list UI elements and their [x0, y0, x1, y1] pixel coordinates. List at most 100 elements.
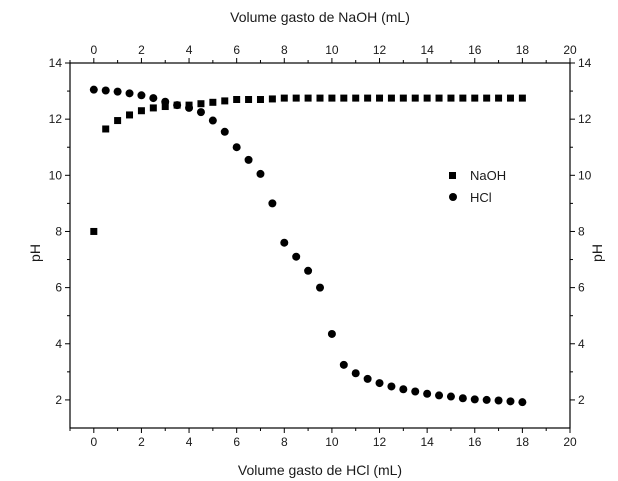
naoh-point [245, 96, 253, 103]
y-left-tick-label: 10 [49, 168, 63, 182]
hcl-point [161, 97, 170, 106]
x-bottom-tick-label: 10 [325, 435, 339, 449]
naoh-point [459, 94, 467, 102]
hcl-point [113, 87, 122, 96]
x-top-tick-label: 18 [516, 43, 530, 57]
legend-marker-hcl [449, 193, 457, 201]
hcl-point [446, 392, 455, 401]
naoh-point [423, 94, 431, 102]
naoh-point [447, 94, 455, 102]
hcl-point [482, 395, 491, 404]
hcl-point [280, 238, 289, 247]
hcl-point [101, 86, 110, 95]
naoh-point [209, 98, 217, 106]
hcl-point [185, 103, 194, 112]
x-top-tick-label: 16 [468, 43, 482, 57]
x-top-tick-label: 10 [325, 43, 339, 57]
y-left-tick-label: 14 [49, 56, 63, 70]
y-left-tick-label: 2 [55, 393, 62, 407]
naoh-point [352, 94, 360, 102]
naoh-point [376, 94, 384, 102]
x-top-tick-label: 14 [420, 43, 434, 57]
naoh-point [280, 94, 288, 102]
naoh-point [292, 94, 300, 102]
x-bottom-tick-label: 2 [138, 435, 145, 449]
naoh-point [102, 125, 110, 133]
x-top-tick-label: 20 [563, 43, 577, 57]
hcl-point [304, 266, 313, 275]
x-bottom-tick-label: 0 [90, 435, 97, 449]
hcl-point [125, 89, 134, 98]
naoh-point [506, 94, 514, 102]
hcl-point [232, 143, 241, 152]
hcl-point [316, 283, 324, 292]
hcl-point [387, 382, 396, 391]
y-left-tick-label: 6 [55, 281, 62, 295]
hcl-point [327, 329, 336, 338]
hcl-point [351, 369, 360, 378]
naoh-point [137, 107, 145, 115]
legend-label-naoh: NaOH [470, 168, 506, 183]
hcl-point [518, 398, 527, 407]
hcl-point [220, 127, 229, 136]
naoh-point [328, 94, 336, 102]
x-bottom-tick-label: 14 [420, 435, 434, 449]
naoh-point [340, 94, 348, 102]
hcl-point [494, 396, 503, 405]
naoh-point [126, 111, 134, 119]
y-right-tick-label: 6 [578, 281, 585, 295]
hcl-point [149, 94, 158, 103]
naoh-point [471, 94, 479, 102]
hcl-point [89, 85, 98, 94]
hcl-point [268, 199, 277, 208]
naoh-point [221, 97, 229, 105]
hcl-point [435, 391, 444, 400]
y-right-tick-label: 8 [578, 224, 585, 238]
hcl-point [292, 252, 301, 261]
naoh-point [197, 100, 205, 108]
plot-frame [69, 62, 571, 429]
legend-label-hcl: HCl [470, 190, 492, 205]
hcl-point [506, 397, 515, 406]
naoh-point [495, 94, 503, 102]
hcl-point [196, 108, 205, 117]
y-axis-left-title: pH [27, 244, 43, 262]
naoh-point [161, 103, 169, 111]
x-top-tick-label: 12 [373, 43, 387, 57]
naoh-point [518, 94, 526, 102]
x-bottom-tick-label: 20 [563, 435, 577, 449]
y-right-tick-label: 12 [578, 112, 592, 126]
hcl-point [470, 395, 479, 404]
y-left-tick-label: 12 [49, 112, 63, 126]
legend: NaOH HCl [449, 168, 506, 205]
hcl-point [399, 385, 408, 394]
hcl-point [423, 389, 432, 398]
x-bottom-tick-label: 6 [233, 435, 240, 449]
y-left-tick-label: 4 [55, 337, 62, 351]
y-left-tick-label: 8 [55, 224, 62, 238]
hcl-point [256, 169, 265, 178]
naoh-point [316, 94, 324, 102]
y-right-tick-label: 4 [578, 337, 585, 351]
hcl-point [363, 374, 372, 383]
x-bottom-tick-label: 8 [281, 435, 288, 449]
naoh-point [387, 94, 395, 102]
hcl-point [339, 360, 348, 369]
naoh-point [268, 95, 276, 103]
hcl-point [375, 379, 384, 388]
points-layer [89, 85, 527, 407]
hcl-point [458, 394, 467, 403]
x-top-tick-label: 4 [186, 43, 193, 57]
x-axis-bottom-title: Volume gasto de HCl (mL) [238, 462, 402, 478]
naoh-point [304, 94, 312, 102]
naoh-point [483, 94, 491, 102]
hcl-point [208, 116, 217, 125]
hcl-point [137, 91, 146, 100]
ticks-layer: 0 0 2 2 4 4 6 6 8 8 10 10 12 12 14 14 16 16 18 18 20 20 2 2 4 4 6 6… [49, 43, 592, 449]
naoh-point [399, 94, 407, 102]
x-top-tick-label: 6 [233, 43, 240, 57]
naoh-point [435, 94, 443, 102]
naoh-point [90, 227, 98, 235]
naoh-point [411, 94, 419, 102]
